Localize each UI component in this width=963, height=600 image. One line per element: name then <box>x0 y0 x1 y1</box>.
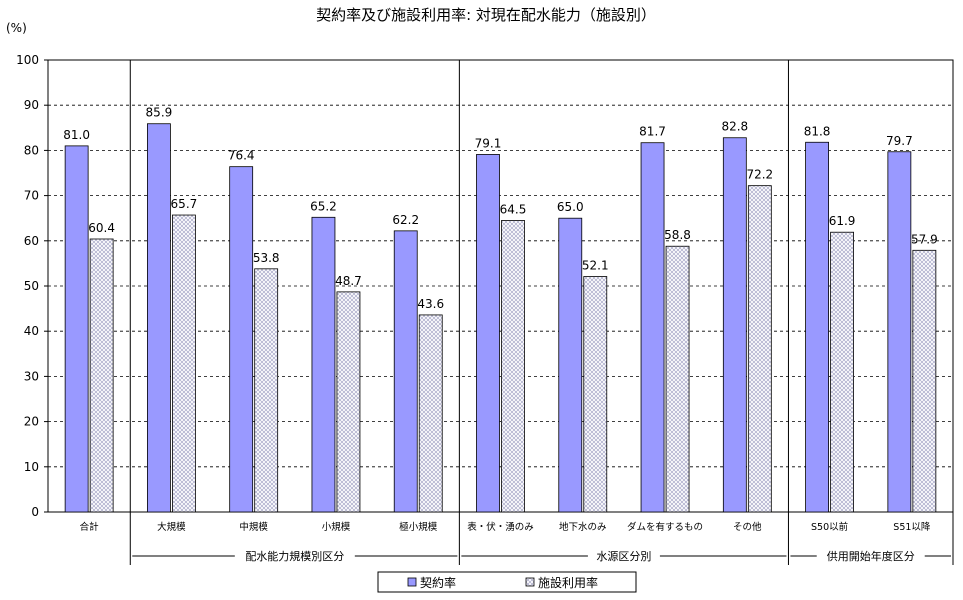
bar-shisetsu-riyoritsu <box>172 214 196 513</box>
bar-keiyakuritsu <box>722 137 747 513</box>
legend: 契約率 施設利用率 <box>377 571 637 593</box>
bar-shisetsu-riyoritsu <box>665 245 690 513</box>
bar-keiyakuritsu <box>393 230 418 513</box>
chart-title: 契約率及び施設利用率: 対現在配水能力（施設別） <box>316 6 656 24</box>
y-tick-label: 100 <box>16 53 39 67</box>
group-label: 水源区分別 <box>596 549 651 563</box>
bar-keiyakuritsu <box>229 166 254 513</box>
bar-keiyakuritsu <box>558 217 583 513</box>
bar-shisetsu-riyoritsu <box>336 291 361 513</box>
y-tick-label: 80 <box>24 143 39 157</box>
group-label: 配水能力規模別区分 <box>245 549 344 563</box>
y-tick-label: 90 <box>24 98 39 112</box>
y-tick-label: 0 <box>31 505 39 519</box>
data-label: 53.8 <box>253 251 280 265</box>
bar-shisetsu-riyoritsu <box>89 238 114 513</box>
bar-shisetsu-riyoritsu <box>501 220 525 513</box>
category-label: 小規模 <box>322 521 351 533</box>
y-tick-label: 70 <box>24 189 39 203</box>
legend-swatch-shisetsu-riyoritsu <box>525 577 535 587</box>
data-label: 81.8 <box>804 124 831 138</box>
category-label: 大規模 <box>157 521 186 533</box>
data-label: 64.5 <box>500 202 527 216</box>
data-label: 58.8 <box>664 228 691 242</box>
data-label: 82.8 <box>721 120 748 134</box>
data-label: 81.0 <box>63 128 90 142</box>
category-label: その他 <box>733 521 762 533</box>
bar-keiyakuritsu <box>640 142 665 513</box>
bar-shisetsu-riyoritsu <box>830 231 854 513</box>
data-label: 57.9 <box>911 232 938 246</box>
data-label: 48.7 <box>335 274 362 288</box>
data-label: 65.2 <box>310 199 337 213</box>
bar-keiyakuritsu <box>805 141 829 513</box>
data-label: 65.0 <box>557 200 584 214</box>
bar-keiyakuritsu <box>476 154 500 513</box>
legend-swatch-keiyakuritsu <box>407 577 417 587</box>
data-label: 52.1 <box>582 259 609 273</box>
category-label: 合計 <box>80 521 100 533</box>
y-tick-label: 60 <box>24 234 39 248</box>
data-label: 61.9 <box>829 214 856 228</box>
y-tick-label: 20 <box>24 415 39 429</box>
y-tick-label: 30 <box>24 369 39 383</box>
bar-keiyakuritsu <box>64 145 89 513</box>
y-tick-label: 50 <box>24 279 39 293</box>
legend-label: 契約率 <box>420 575 456 590</box>
category-label: S50以前 <box>811 521 848 533</box>
bar-shisetsu-riyoritsu <box>912 249 937 513</box>
bar-shisetsu-riyoritsu <box>747 185 772 513</box>
y-axis-unit: (%) <box>6 21 27 35</box>
bar-keiyakuritsu <box>887 151 912 513</box>
legend-label: 施設利用率 <box>538 575 598 590</box>
bar-shisetsu-riyoritsu <box>583 276 608 513</box>
data-label: 79.7 <box>886 134 913 148</box>
category-label: 中規模 <box>239 521 268 533</box>
bar-keiyakuritsu <box>311 216 336 513</box>
bar-shisetsu-riyoritsu <box>254 268 279 513</box>
category-label: 極小規模 <box>399 521 438 533</box>
data-label: 81.7 <box>639 125 666 139</box>
category-label: 表・伏・湧のみ <box>467 521 534 533</box>
category-label: S51以降 <box>893 521 931 533</box>
data-label: 72.2 <box>746 168 773 182</box>
data-label: 85.9 <box>146 106 173 120</box>
data-label: 79.1 <box>475 136 502 150</box>
category-label: 地下水のみ <box>559 521 607 533</box>
y-tick-label: 10 <box>24 460 39 474</box>
data-label: 76.4 <box>228 149 255 163</box>
bar-shisetsu-riyoritsu <box>418 314 443 513</box>
data-label: 60.4 <box>88 221 115 235</box>
plot-area: 0 10 20 30 40 50 60 70 80 90 100 配水能力規模別区分 水源区分別 供用開始… <box>16 53 954 565</box>
y-tick-label: 40 <box>24 324 39 338</box>
bar-keiyakuritsu <box>147 123 171 513</box>
data-label: 43.6 <box>417 297 444 311</box>
legend-box <box>377 571 637 593</box>
category-label: ダムを有するもの <box>627 521 703 533</box>
data-label: 65.7 <box>171 197 198 211</box>
data-label: 62.2 <box>392 213 419 227</box>
group-label: 供用開始年度区分 <box>827 549 915 563</box>
